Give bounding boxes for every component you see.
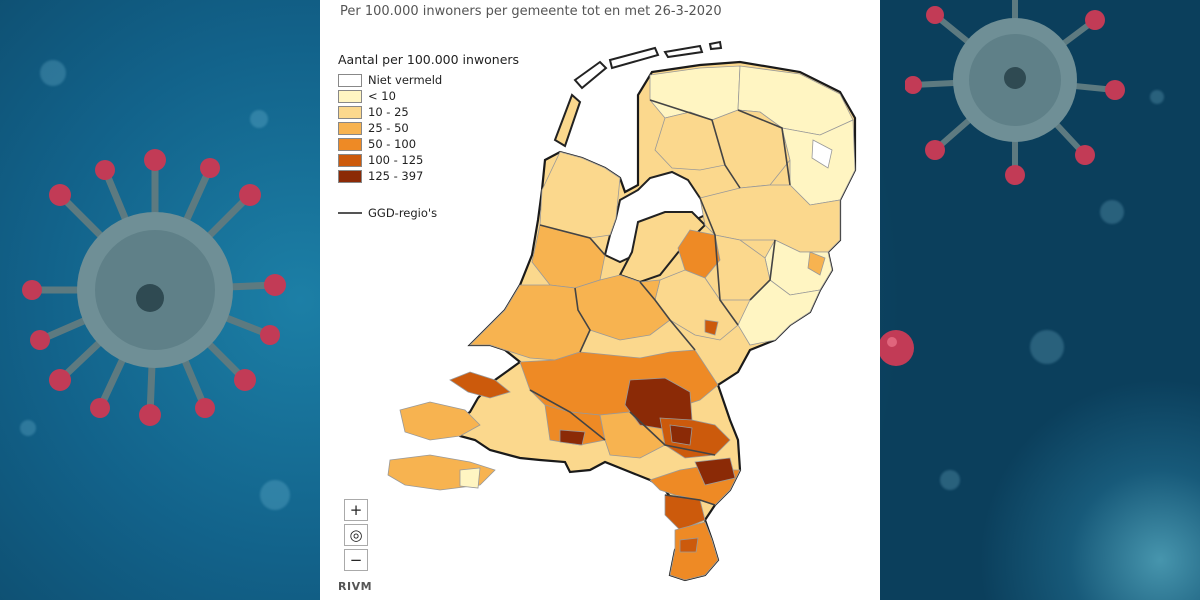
region-niet-vermeld[interactable] [811,139,833,169]
region-zuid-holland[interactable] [469,284,591,361]
legend-swatch [338,89,362,103]
legend-label: 10 - 25 [368,105,409,119]
region-sluis[interactable] [459,467,481,489]
island-vlieland[interactable] [573,60,608,90]
legend-swatch [338,169,362,183]
ggd-boundaries [529,99,791,506]
region-achterhoek[interactable] [737,279,821,346]
region-enschede[interactable] [807,251,826,276]
map-panel: Per 100.000 inwoners per gemeente tot en… [320,0,880,600]
legend-label: 50 - 100 [368,137,417,151]
legend-swatch [338,137,362,151]
legend-item: 125 - 397 [338,168,538,184]
region-maastricht[interactable] [679,537,699,553]
bokeh-bubble [250,110,268,128]
bokeh-bubble [40,60,66,86]
bokeh-bubble [1030,330,1064,364]
bokeh-bubble [20,420,36,436]
boundary-line-icon [338,212,362,214]
region-hotspot-breda[interactable] [559,429,586,446]
legend-item: 100 - 125 [338,152,538,168]
legend-item: 25 - 50 [338,120,538,136]
virus-illustration-right [905,0,1125,185]
island-ameland[interactable] [663,44,704,59]
zoom-in-button[interactable]: + [344,499,368,521]
island-schiermonnikoog[interactable] [708,40,723,51]
legend-swatch [338,121,362,135]
brand-logo: RIVM [338,580,373,593]
legend-swatch [338,105,362,119]
legend-label: 25 - 50 [368,121,409,135]
locate-button[interactable]: ◎ [344,524,368,546]
region-hotspot-venlo[interactable] [694,457,736,486]
legend-swatch [338,153,362,167]
map-legend: Aantal per 100.000 inwoners Niet vermeld… [338,52,538,220]
bokeh-bubble [1100,200,1124,224]
legend-item: 50 - 100 [338,136,538,152]
island-terschelling[interactable] [608,46,660,70]
legend-item: < 10 [338,88,538,104]
region-flevoland[interactable] [618,211,707,284]
region-zeeland-north[interactable] [399,401,481,441]
legend-label: 125 - 397 [368,169,424,183]
legend-label: < 10 [368,89,396,103]
virus-illustration-left [22,149,286,426]
bokeh-bubble [1150,90,1164,104]
bokeh-bubble [260,480,290,510]
netherlands-choropleth-map[interactable] [320,0,880,600]
map-subtitle: Per 100.000 inwoners per gemeente tot en… [340,4,722,19]
region-goeree-overflakkee[interactable] [449,371,511,399]
region-hotspot-arnhem[interactable] [704,319,719,336]
legend-item: 10 - 25 [338,104,538,120]
region-hotspot-uden[interactable] [669,424,693,446]
legend-title: Aantal per 100.000 inwoners [338,52,520,67]
legend-label: 100 - 125 [368,153,424,167]
legend-boundary-label: GGD-regio's [368,206,438,220]
bokeh-bubble [940,470,960,490]
virus-particle-icon [878,330,914,366]
legend-item: Niet vermeld [338,72,538,88]
map-zoom-controls: + ◎ − [344,499,368,574]
legend-swatch [338,73,362,87]
zoom-out-button[interactable]: − [344,549,368,571]
region-friesland-north[interactable] [649,65,741,121]
legend-label: Niet vermeld [368,73,443,87]
legend-boundary-item: GGD-regio's [338,206,538,220]
island-texel[interactable] [553,93,582,148]
